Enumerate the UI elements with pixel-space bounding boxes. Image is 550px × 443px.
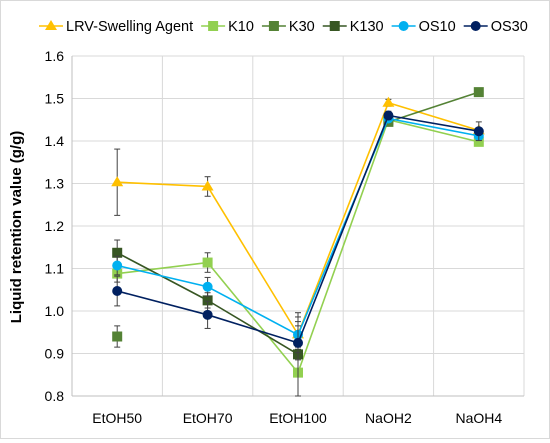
legend-item: K10 <box>201 19 254 35</box>
legend-label: K10 <box>228 19 254 35</box>
x-tick-label: EtOH50 <box>92 410 142 426</box>
series-line <box>207 286 299 336</box>
legend-marker <box>329 21 340 31</box>
series-line <box>206 186 299 335</box>
series-line <box>117 181 208 188</box>
x-tick-label: EtOH70 <box>183 410 233 426</box>
series-lrv-swelling-agent <box>111 96 485 348</box>
legend: LRV-Swelling Agent K10 K30 K130 OS10 OS30 <box>39 19 528 35</box>
series-line <box>116 290 208 316</box>
series-line <box>388 101 480 132</box>
series-line <box>297 119 390 373</box>
data-point <box>112 247 123 258</box>
series-line <box>117 261 208 275</box>
legend-item: OS10 <box>391 19 456 35</box>
legend-item: K130 <box>322 19 384 35</box>
series-line <box>297 115 390 344</box>
data-point <box>202 281 213 292</box>
legend-label: OS30 <box>491 19 528 35</box>
legend-item: LRV-Swelling Agent <box>39 19 193 35</box>
legend-label: K130 <box>350 19 384 35</box>
x-tick-label: NaOH4 <box>455 410 502 426</box>
y-tick-label: 1.6 <box>45 48 65 64</box>
data-point <box>201 180 214 191</box>
y-tick-label: 1.5 <box>45 91 65 107</box>
legend-label: OS10 <box>419 19 456 35</box>
legend-label: K30 <box>289 19 315 35</box>
series-line <box>207 299 299 356</box>
legend-label: LRV-Swelling Agent <box>66 19 193 35</box>
data-point <box>293 337 303 348</box>
data-point <box>473 136 484 147</box>
series-os10 <box>112 113 484 354</box>
data-point <box>202 309 213 320</box>
series-line <box>388 114 479 133</box>
y-tick-label: 1.2 <box>45 218 65 234</box>
data-point <box>111 176 124 187</box>
y-tick-label: 1.4 <box>45 133 65 149</box>
series-line <box>297 102 390 335</box>
series-line <box>206 262 299 374</box>
legend-marker <box>470 21 481 31</box>
data-point <box>473 87 484 98</box>
data-point <box>112 331 123 342</box>
y-tick-label: 0.8 <box>45 388 65 404</box>
series-line <box>388 91 480 123</box>
series-os30 <box>112 110 484 361</box>
y-tick-label: 1.1 <box>45 261 65 277</box>
legend-marker <box>398 21 409 31</box>
legend-item: OS30 <box>463 19 528 35</box>
series-layer <box>111 87 485 397</box>
axes: 0.8 0.9 1.0 1.1 1.2 1.3 1.4 1.5 1.6 EtOH50 EtOH70 E… <box>45 48 524 426</box>
data-point <box>202 257 213 268</box>
legend-marker <box>45 20 57 30</box>
y-axis-title: Liquid retention value (g/g) <box>8 131 25 324</box>
data-point <box>112 260 123 271</box>
series-line <box>388 118 479 143</box>
data-point <box>473 126 484 137</box>
y-tick-label: 0.9 <box>45 346 65 362</box>
series-line <box>388 117 479 137</box>
x-tick-label: NaOH2 <box>365 410 412 426</box>
legend-marker <box>208 21 219 31</box>
data-point <box>383 110 394 121</box>
legend-item: K30 <box>261 19 315 35</box>
data-point <box>382 96 395 107</box>
data-point <box>202 295 213 306</box>
series-line <box>207 314 299 344</box>
data-point <box>112 286 123 297</box>
series-line <box>117 264 208 288</box>
x-tick-label: EtOH100 <box>269 410 327 426</box>
legend-marker <box>268 21 279 31</box>
y-tick-label: 1.0 <box>45 303 65 319</box>
y-tick-label: 1.3 <box>45 176 65 192</box>
